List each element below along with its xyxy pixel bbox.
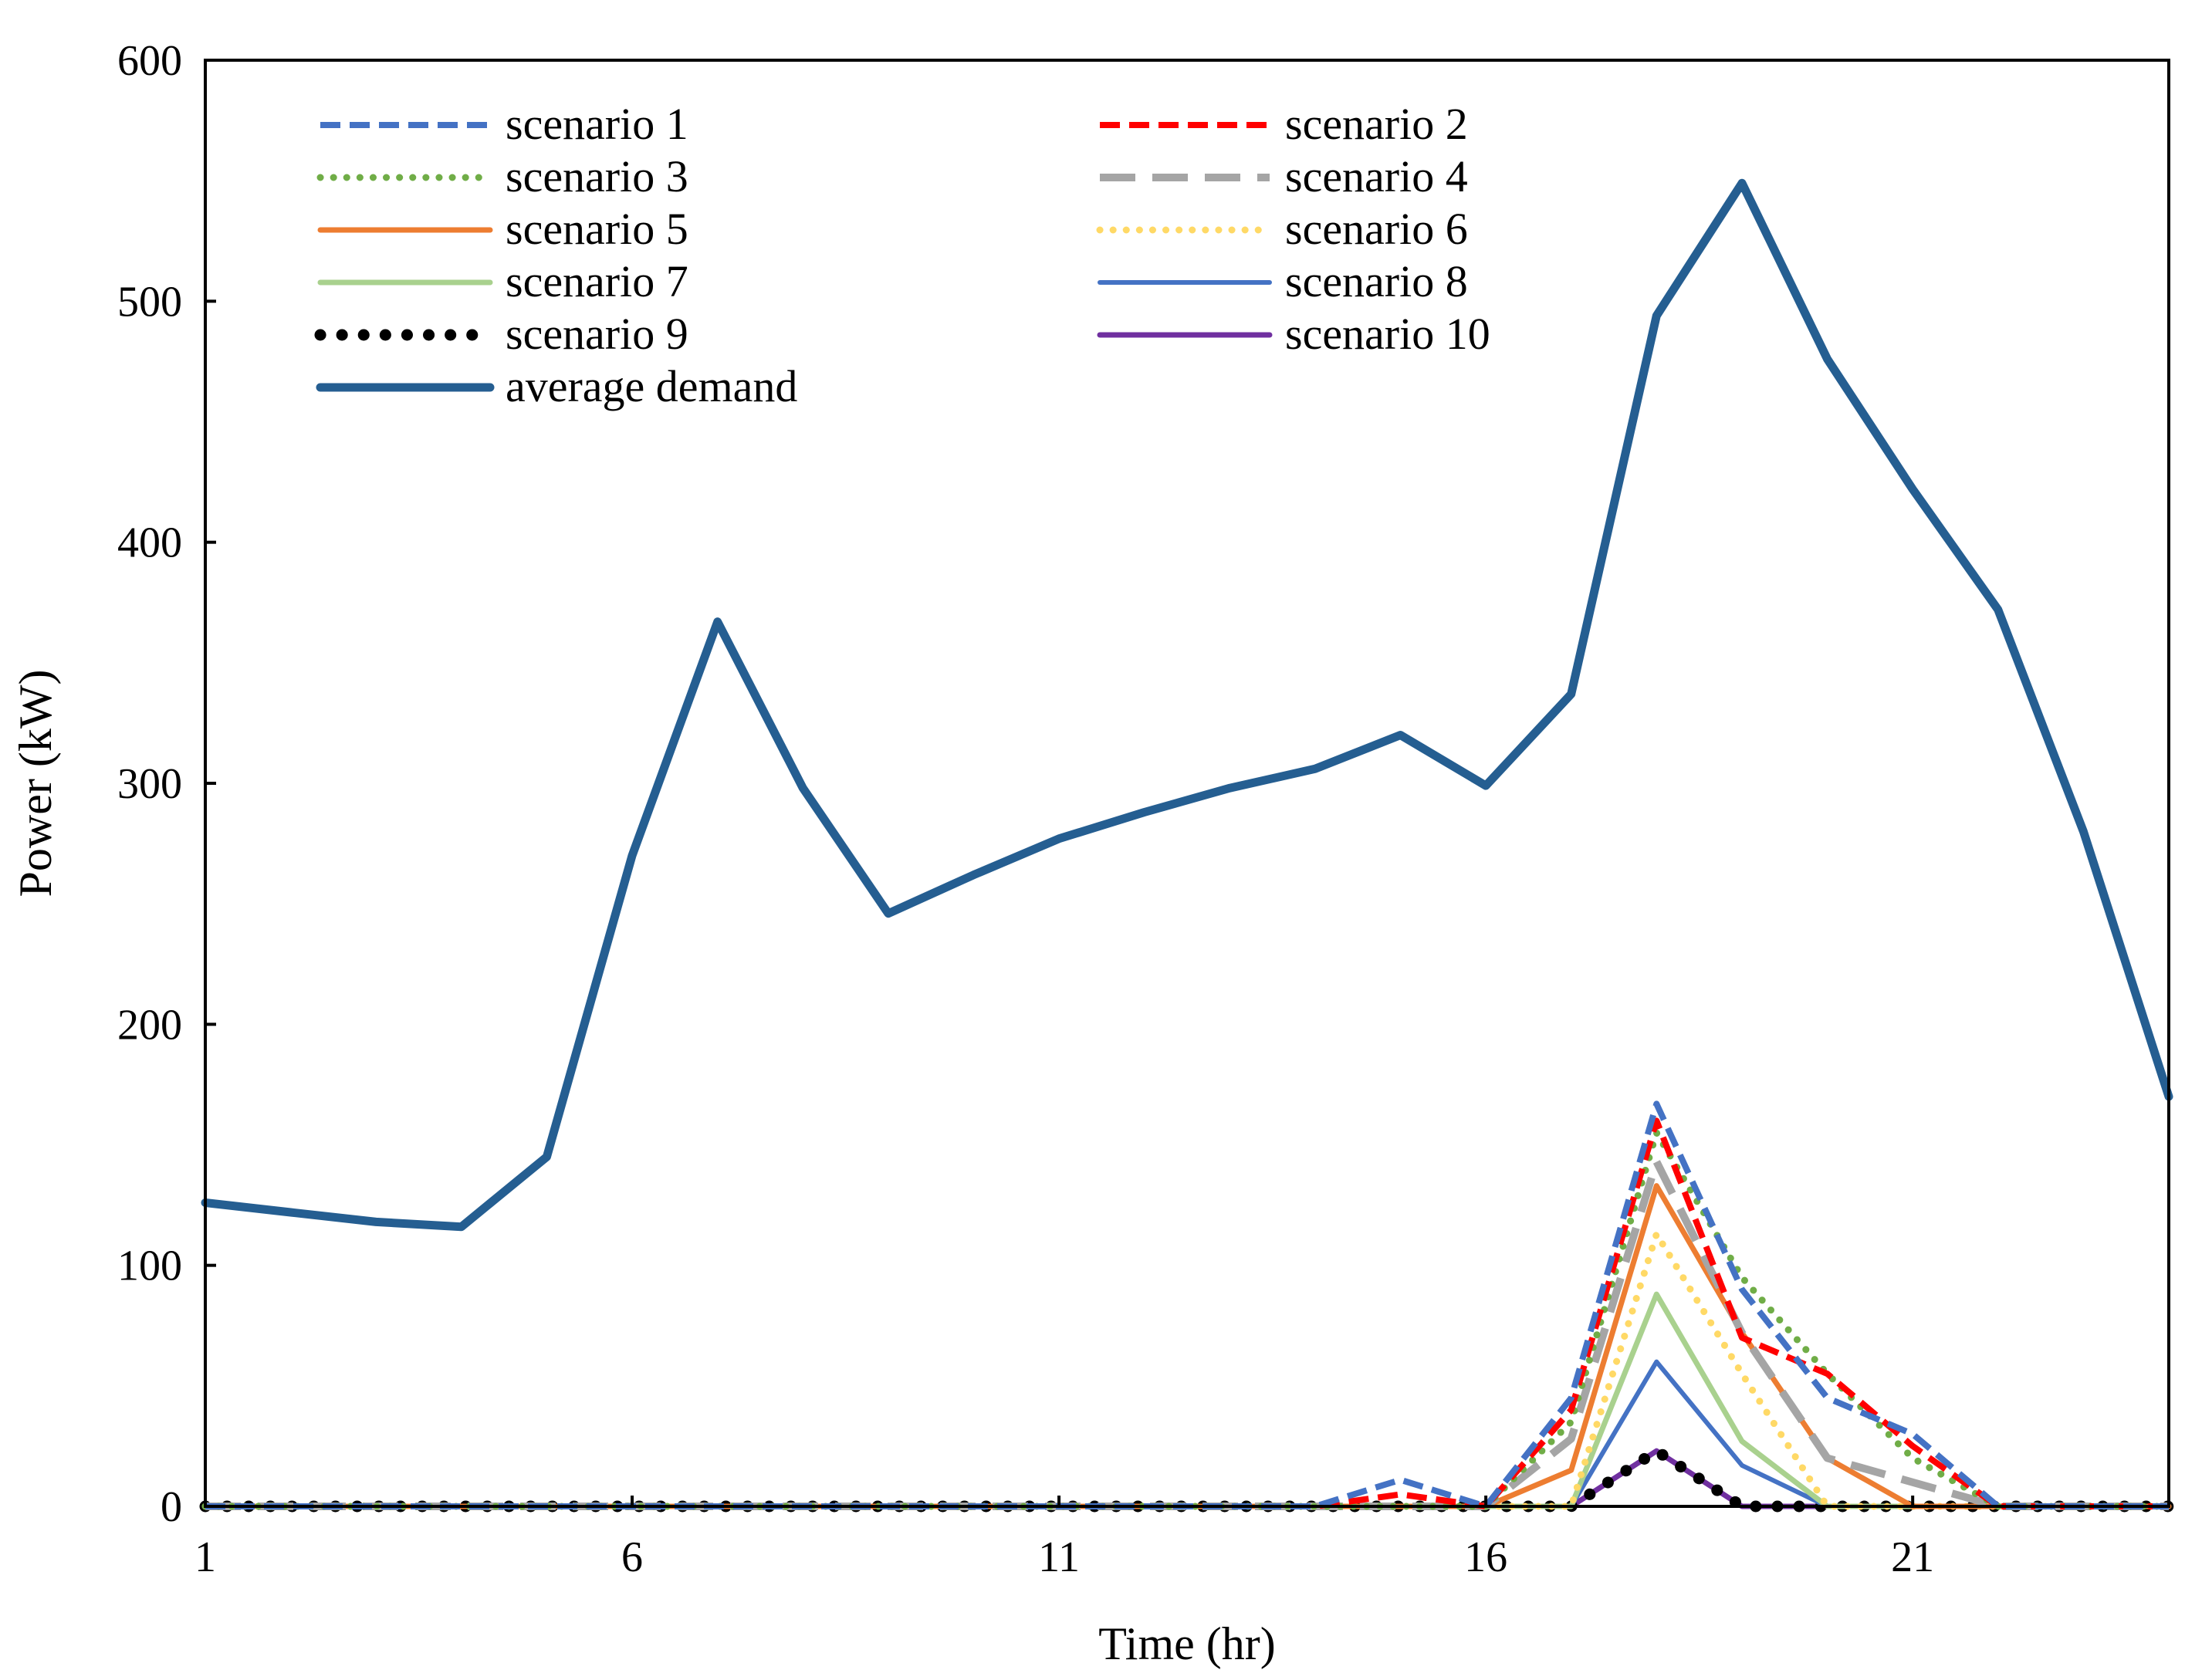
- legend-label: scenario 3: [506, 151, 688, 201]
- series-line-scenario-2: [205, 1117, 2169, 1509]
- y-tick-label: 100: [117, 1242, 182, 1290]
- y-tick-label: 0: [161, 1483, 182, 1531]
- series-line-scenario-10: [202, 1448, 2172, 1509]
- y-axis-title: Power (kW): [10, 670, 61, 897]
- series-line-scenario-6: [201, 1230, 2173, 1510]
- legend-label: scenario 10: [1285, 309, 1490, 359]
- legend-label: scenario 6: [1285, 204, 1468, 254]
- x-tick-label: 16: [1464, 1533, 1507, 1581]
- series-line-scenario-5: [202, 1183, 2172, 1509]
- x-tick-label: 6: [621, 1533, 643, 1581]
- legend-label: average demand: [506, 361, 797, 411]
- x-tick-label: 21: [1891, 1533, 1934, 1581]
- x-axis-title: Time (hr): [1098, 1618, 1275, 1669]
- x-tick-label: 1: [194, 1533, 216, 1581]
- legend: scenario 1 scenario 2 scenario 3 scenario 4…: [314, 99, 1490, 411]
- series-line-average-demand: [201, 178, 2173, 1232]
- legend-label: scenario 4: [1285, 151, 1468, 201]
- series-line-scenario-4: [205, 1158, 2169, 1510]
- series-line-scenario-9: [199, 1445, 2175, 1513]
- legend-label: scenario 8: [1285, 256, 1468, 306]
- legend-label: scenario 2: [1285, 99, 1468, 149]
- legend-label: scenario 9: [506, 309, 688, 359]
- y-tick-label: 400: [117, 519, 182, 567]
- y-tick-label: 500: [117, 278, 182, 326]
- y-tick-label: 300: [117, 760, 182, 808]
- series-line-scenario-3: [201, 1129, 2173, 1510]
- legend-label: scenario 5: [506, 204, 688, 254]
- y-tick-label: 600: [117, 37, 182, 85]
- y-tick-label: 200: [117, 1001, 182, 1049]
- plot-frame: [204, 59, 2170, 1508]
- legend-label: scenario 1: [506, 99, 688, 149]
- legend-label: scenario 7: [506, 256, 688, 306]
- series-line-scenario-1: [205, 1100, 2169, 1509]
- series-layer: [199, 178, 2175, 1513]
- x-tick-label: 11: [1038, 1533, 1080, 1581]
